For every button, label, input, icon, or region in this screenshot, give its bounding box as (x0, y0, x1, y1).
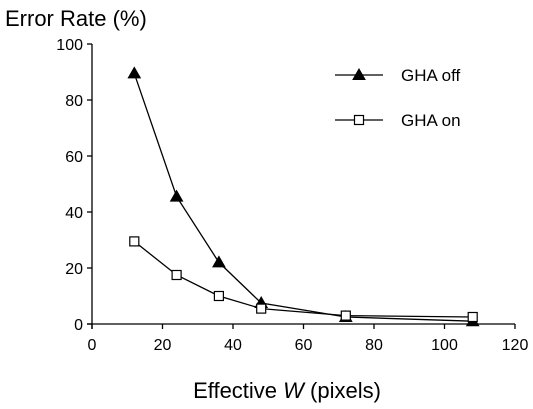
series-line-gha-on (133, 240, 473, 318)
legend-marker-gha-off (352, 67, 366, 80)
plot-series (127, 66, 480, 327)
data-point-gha-off (127, 66, 142, 79)
data-point-gha-off (212, 255, 226, 268)
data-point-gha-on (213, 290, 224, 302)
x-tick-label: 120 (502, 337, 529, 354)
x-tick-label: 20 (154, 337, 172, 354)
x-axis-title-prefix: Effective (193, 378, 283, 403)
legend-marker-gha-on (353, 114, 365, 126)
y-tick-label: 40 (65, 205, 83, 222)
data-point-gha-on (171, 269, 182, 281)
series-line-gha-off (133, 73, 473, 322)
legend-label-gha-off: GHA off (401, 66, 460, 85)
data-point-gha-off (169, 189, 184, 202)
y-tick-label: 0 (74, 317, 83, 334)
data-point-gha-on (467, 311, 478, 323)
data-point-gha-on (256, 303, 267, 314)
x-axis-title: Effective W (pixels) (193, 378, 381, 403)
y-tick-label: 20 (65, 261, 83, 278)
y-axis-title: Error Rate (%) (5, 6, 147, 31)
legend-label-gha-on: GHA on (401, 111, 461, 130)
y-tick-label: 60 (65, 149, 83, 166)
x-tick-label: 0 (88, 337, 97, 354)
y-axis: 0 20 40 60 80 100 (56, 37, 93, 334)
data-point-gha-on (129, 236, 140, 247)
x-tick-label: 80 (365, 337, 383, 354)
x-axis-title-suffix: (pixels) (304, 378, 381, 403)
data-point-gha-on (340, 310, 351, 321)
y-tick-label: 80 (65, 93, 83, 110)
x-axis: 0 20 40 60 80 100 120 (87, 323, 529, 354)
x-tick-label: 40 (224, 337, 242, 354)
y-tick-label: 100 (56, 37, 83, 54)
legend: GHA off GHA on (335, 66, 461, 130)
x-axis-title-variable: W (283, 378, 306, 403)
x-tick-label: 60 (295, 337, 313, 354)
x-tick-label: 100 (431, 337, 458, 354)
